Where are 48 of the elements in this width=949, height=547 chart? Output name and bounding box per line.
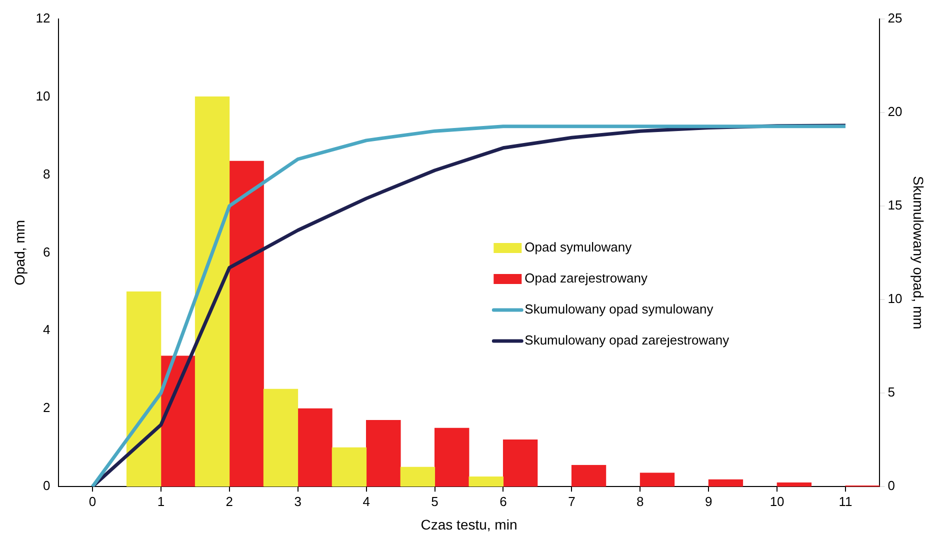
y2-tick-label: 15 bbox=[888, 198, 902, 212]
y2-tick-label: 25 bbox=[888, 10, 902, 26]
y-tick-label: 10 bbox=[36, 88, 50, 104]
y-tick-label: 0 bbox=[43, 478, 50, 494]
x-tick-label: 10 bbox=[770, 494, 784, 509]
x-tick-label: 2 bbox=[226, 494, 234, 509]
y2-tick-label: 20 bbox=[888, 104, 902, 119]
x-tick-label: 1 bbox=[157, 494, 165, 509]
bar bbox=[229, 160, 264, 487]
x-tick-label: 3 bbox=[294, 494, 302, 509]
legend-label: Opad symulowany bbox=[524, 240, 632, 255]
bar bbox=[298, 408, 332, 487]
x-tick-label: 0 bbox=[88, 494, 96, 509]
legend-label: Skumulowany opad symulowany bbox=[524, 302, 714, 317]
bar bbox=[434, 428, 470, 487]
y-tick-label: 2 bbox=[43, 400, 50, 416]
bar bbox=[160, 356, 196, 487]
x-tick-label: 6 bbox=[500, 494, 507, 509]
bar bbox=[502, 439, 538, 487]
x-tick-label: 7 bbox=[568, 494, 576, 509]
y-axis-title: Opad, mm bbox=[11, 220, 28, 286]
x-tick-label: 8 bbox=[636, 494, 644, 509]
y-tick-label: 6 bbox=[43, 244, 50, 260]
y2-tick-label: 0 bbox=[888, 478, 895, 494]
bar bbox=[400, 466, 436, 487]
bar bbox=[332, 447, 367, 487]
y-tick-label: 4 bbox=[43, 322, 50, 338]
x-axis-title: Czas testu, min bbox=[420, 516, 518, 532]
y-tick-label: 12 bbox=[36, 10, 50, 26]
bar bbox=[571, 464, 606, 487]
y2-tick-label: 5 bbox=[888, 384, 895, 400]
x-tick-label: 9 bbox=[704, 494, 712, 509]
bar bbox=[776, 482, 812, 487]
y2-axis-title: Skumulowany opad, mm bbox=[910, 176, 927, 330]
x-tick-label: 4 bbox=[362, 494, 370, 509]
x-tick-label: 11 bbox=[838, 494, 852, 509]
bar bbox=[263, 388, 298, 487]
bar bbox=[366, 420, 401, 487]
y-tick-label: 8 bbox=[43, 166, 50, 182]
bar bbox=[708, 479, 744, 487]
y2-tick-label: 10 bbox=[888, 291, 902, 306]
x-tick-label: 5 bbox=[431, 494, 438, 509]
bar bbox=[468, 476, 504, 487]
legend-label: Opad zarejestrowany bbox=[524, 270, 648, 286]
bar bbox=[126, 291, 162, 487]
legend-label: Skumulowany opad zarejestrowany bbox=[524, 332, 730, 348]
bar bbox=[194, 96, 230, 487]
bar bbox=[640, 472, 675, 487]
